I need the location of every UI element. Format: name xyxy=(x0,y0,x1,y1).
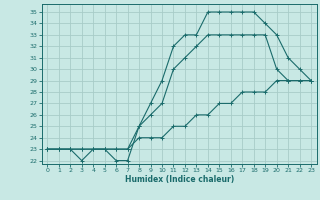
X-axis label: Humidex (Indice chaleur): Humidex (Indice chaleur) xyxy=(124,175,234,184)
